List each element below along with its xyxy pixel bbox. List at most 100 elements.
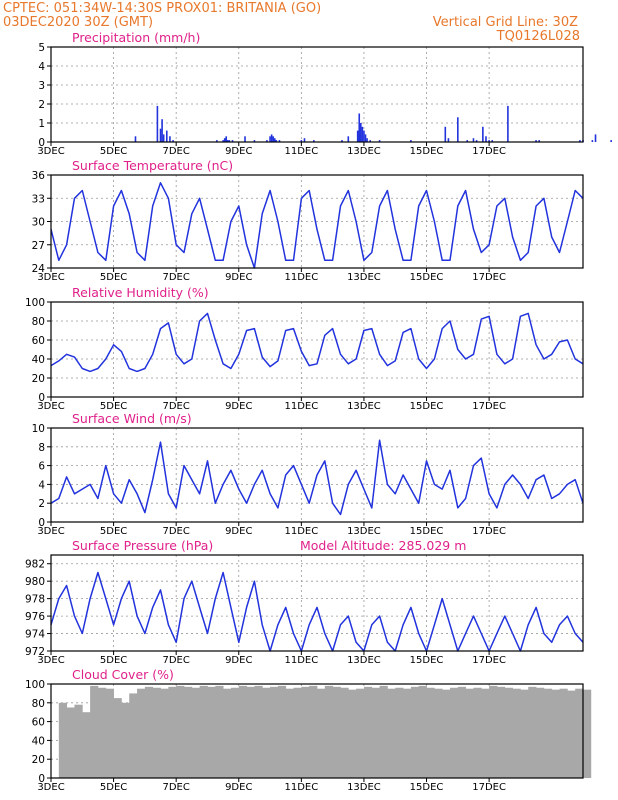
precip-bar [358,113,361,142]
cloud-bar [379,685,388,778]
precip-bar [610,140,612,142]
precip-bar [444,126,447,142]
precip-bar [378,140,381,142]
panel-title: Cloud Cover (%) [72,667,174,682]
cloud-bar [442,689,451,778]
x-tick-label: 7DEC [162,272,189,283]
cloud-bar [246,686,255,778]
precip-bar [341,140,343,142]
x-tick-label: 7DEC [162,401,189,412]
x-tick-label: 3DEC [37,272,64,283]
cloud-bar [223,688,232,778]
cloud-bar [152,687,161,778]
panel-2: 0 20 40 60 80 100 3DEC 5DEC 7DEC 9DEC 11DEC 13DEC 15… [25,285,584,412]
x-tick-label: 13DEC [347,146,381,157]
x-tick-label: 13DEC [347,782,381,793]
cloud-bar [74,704,83,778]
cloud-bar [520,689,529,778]
panel-0: 0 1 2 3 4 5 3DEC 5DEC 7DEC 9DEC 11DEC 13DEC 15DEC 17D… [37,30,612,157]
cloud-bar [473,687,482,778]
y-tick-label: 80 [32,698,45,710]
x-tick-label: 15DEC [410,401,444,412]
y-tick-label: 0 [38,773,45,785]
y-tick-label: 10 [32,423,45,435]
panel-title: Surface Pressure (hPa) [72,538,213,553]
x-tick-label: 5DEC [100,401,127,412]
series-line [50,571,584,652]
cloud-bar [418,685,427,778]
precip-bar [300,140,303,142]
x-tick-label: 15DEC [410,526,444,537]
x-tick-label: 17DEC [472,401,506,412]
precip-bar [223,138,226,142]
y-tick-label: 5 [38,42,45,54]
x-tick-label: 9DEC [225,401,252,412]
precip-bar [457,117,459,142]
y-tick-label: 982 [25,559,45,571]
cloud-bar [293,687,302,778]
y-tick-label: 2 [38,99,45,111]
x-tick-label: 9DEC [225,782,252,793]
panel-3: 0 2 4 6 8 10 3DEC 5DEC 7DEC 9DEC 11DEC 13DEC 15DEC 17… [32,411,584,537]
cloud-bar [387,688,396,778]
precip-bar [579,140,581,142]
precip-bar [347,136,350,142]
x-tick-label: 3DEC [37,782,64,793]
precip-bar [303,138,306,142]
cloud-bar [184,686,193,778]
precip-bar [535,140,537,142]
precip-bar [482,126,484,142]
cloud-bar [348,689,357,778]
x-tick-label: 3DEC [37,401,64,412]
precip-bar [356,130,359,142]
precip-bar [162,134,165,142]
cloud-bar [504,687,513,778]
precip-bar [134,136,137,142]
y-tick-label: 24 [32,263,46,275]
x-tick-label: 7DEC [162,782,189,793]
precip-bar [364,134,367,142]
precip-bar [225,136,228,142]
precip-bar [313,140,315,142]
x-tick-label: 7DEC [162,526,189,537]
y-tick-label: 0 [38,392,45,404]
cloud-bar [58,702,68,778]
precip-bar [269,136,271,142]
x-tick-label: 13DEC [347,655,381,666]
x-tick-label: 9DEC [225,655,252,666]
cloud-bar [191,687,201,778]
precip-bar [253,140,256,142]
cloud-bar [536,687,545,778]
y-tick-label: 978 [25,594,45,606]
y-tick-label: 974 [25,629,45,641]
x-tick-label: 15DEC [410,146,444,157]
x-tick-label: 11DEC [284,655,318,666]
x-tick-label: 3DEC [37,655,64,666]
panel-1: 24 27 30 33 36 3DEC 5DEC 7DEC 9DEC 11DEC 13DEC 15DE… [32,158,584,283]
cloud-bar [176,685,185,778]
cloud-bar [230,687,240,778]
panel-4: 972 974 976 978 980 982 3DEC 5DEC 7DEC 9DEC 11DEC 1… [25,538,584,666]
cloud-bar [254,685,263,778]
cloud-bar [528,686,537,778]
cloud-bar [395,687,404,778]
precip-bar [222,140,224,142]
cloud-bar [512,688,521,778]
y-tick-label: 36 [32,170,46,182]
cloud-bar [105,688,114,778]
cloud-bar [121,702,130,778]
cloud-bar [434,688,443,778]
cloud-bar [363,686,373,778]
plot-frame [50,427,584,523]
panel-title: Surface Temperature (nC) [72,158,233,173]
precip-bar [360,123,362,142]
precip-bar [447,138,450,142]
cloud-bar [262,687,271,778]
plot-frame [50,554,584,652]
cloud-bar [129,693,138,778]
x-tick-label: 5DEC [100,655,127,666]
cloud-bar [575,688,584,778]
x-tick-label: 13DEC [347,272,381,283]
precip-bar [363,130,365,142]
precip-bar [472,138,475,142]
